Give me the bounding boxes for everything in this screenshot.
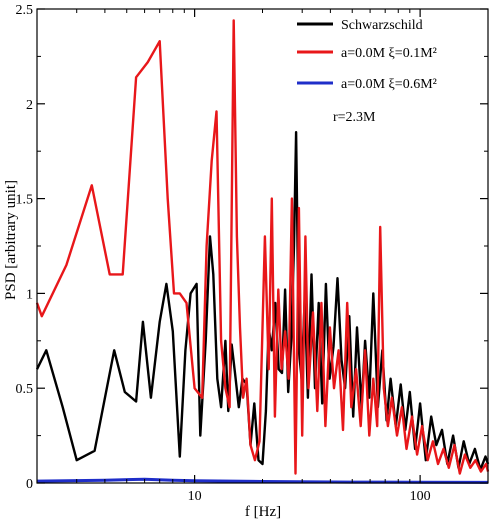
legend-label-3: a=0.0M ξ=0.6M² bbox=[341, 77, 437, 92]
legend-label-2: a=0.0M ξ=0.1M² bbox=[341, 46, 437, 61]
y-tick-label: 0 bbox=[26, 477, 33, 492]
ticks-layer: 10 100 0 0.5 1 1.5 2 2.5 bbox=[16, 3, 489, 504]
series-line-2 bbox=[35, 19, 490, 475]
y-tick-label: 2.5 bbox=[16, 3, 34, 18]
y-tick-label: 2 bbox=[26, 98, 33, 113]
y-axis-title: PSD [arbitrary unit] bbox=[3, 180, 19, 300]
legend: Schwarzschild a=0.0M ξ=0.1M² a=0.0M ξ=0.6M… bbox=[297, 18, 437, 92]
y-tick-label: 1.5 bbox=[16, 193, 34, 208]
series-line-1 bbox=[35, 130, 490, 471]
legend-label-1: Schwarzschild bbox=[341, 18, 423, 33]
y-tick-label: 1 bbox=[26, 287, 33, 302]
radius-annotation: r=2.3M bbox=[333, 110, 376, 125]
x-axis-title: f [Hz] bbox=[245, 504, 281, 520]
x-tick-label: 10 bbox=[188, 489, 202, 504]
x-tick-label: 100 bbox=[410, 489, 431, 504]
y-tick-label: 0.5 bbox=[16, 382, 34, 397]
